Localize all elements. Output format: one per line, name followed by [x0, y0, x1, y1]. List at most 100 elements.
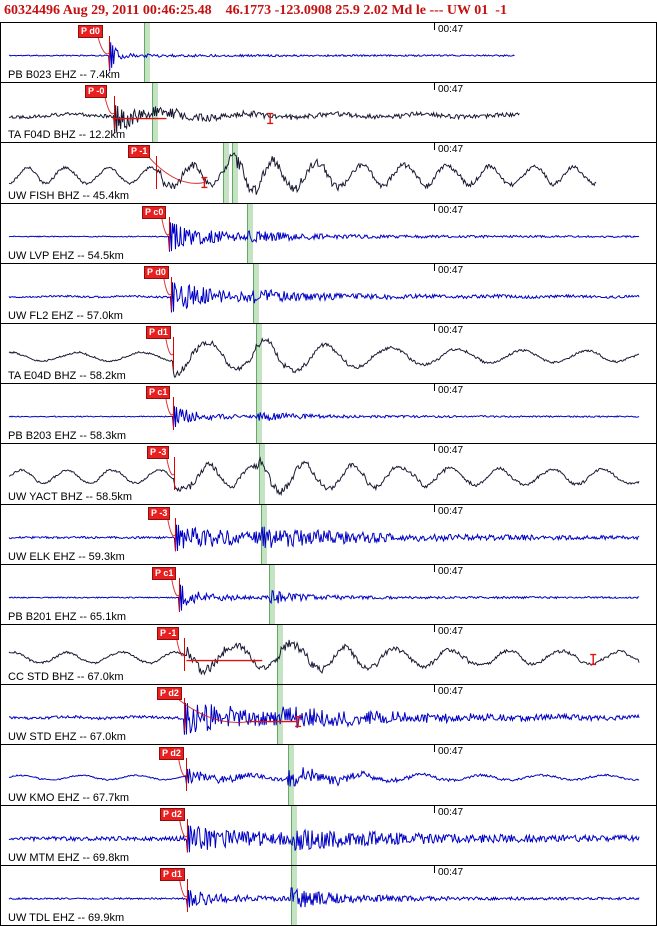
pick-flag-label: P d0 — [81, 26, 100, 36]
seismogram-trace[interactable] — [1, 685, 656, 744]
p-pick-line[interactable] — [156, 156, 157, 190]
seismogram-trace[interactable] — [1, 505, 656, 564]
time-label: 00:47 — [438, 264, 464, 276]
waveform-panel[interactable]: P d1 00:47 TA E04D BHZ -- 58.2km — [0, 323, 657, 385]
time-tick — [434, 384, 435, 392]
seismogram-trace[interactable] — [1, 83, 656, 142]
waveform-panel[interactable]: P -1 00:47 UW FISH BHZ -- 45.4km — [0, 142, 657, 204]
time-label: 00:47 — [438, 866, 464, 878]
time-label: 00:47 — [438, 626, 464, 638]
seismogram-trace[interactable] — [1, 625, 656, 684]
time-label: 00:47 — [438, 204, 464, 216]
pick-leader-line — [147, 155, 205, 185]
waveform-panel[interactable]: P c0 00:47 UW LVP EHZ -- 54.5km — [0, 202, 657, 264]
p-pick-line[interactable] — [173, 397, 174, 431]
pick-flag[interactable]: P -1 — [128, 145, 151, 159]
waveform-panel[interactable]: P d2 00:47 UW STD EHZ -- 67.0km — [0, 684, 657, 746]
p-pick-line[interactable] — [187, 818, 188, 852]
pick-flag[interactable]: P d0 — [144, 265, 169, 279]
seismogram-trace[interactable] — [1, 745, 656, 804]
pick-flag[interactable]: P d2 — [159, 747, 184, 761]
waveform-panel[interactable]: P d0 00:47 UW FL2 EHZ -- 57.0km — [0, 262, 657, 325]
waveform-panel[interactable]: P d0 00:47 PB B023 EHZ -- 7.4km — [0, 22, 657, 84]
p-pick-line[interactable] — [169, 216, 170, 250]
pick-flag[interactable]: P -3 — [148, 506, 171, 520]
time-tick — [434, 685, 435, 693]
waveform-panel[interactable]: P c1 00:47 PB B201 EHZ -- 65.1km — [0, 563, 657, 626]
time-tick — [434, 504, 435, 512]
p-pick-line[interactable] — [173, 337, 174, 371]
station-label: UW FL2 EHZ -- 57.0km — [8, 310, 123, 323]
p-pick-line[interactable] — [184, 638, 185, 672]
pick-flag[interactable]: P -1 — [157, 627, 180, 641]
pick-flag[interactable]: P c1 — [152, 566, 177, 580]
waveform-panel[interactable]: P -0 00:47 TA F04D BHZ -- 12.2km — [0, 82, 657, 144]
waveform-panel[interactable]: P -3 00:47 UW YACT BHZ -- 58.5km — [0, 443, 657, 505]
waveform-panel[interactable]: P -1 00:47 CC STD BHZ -- 67.0km — [0, 624, 657, 686]
waveform-panel[interactable]: P d1 00:47 UW TDL EHZ -- 69.9km — [0, 864, 657, 926]
uncertainty-tick — [295, 716, 302, 728]
p-pick-line[interactable] — [171, 276, 172, 310]
station-label: UW YACT BHZ -- 58.5km — [8, 490, 133, 503]
pick-flag[interactable]: P -0 — [85, 85, 108, 99]
station-label: UW LVP EHZ -- 54.5km — [8, 249, 124, 262]
pick-flag[interactable]: P d1 — [160, 867, 185, 881]
pick-flag[interactable]: P d0 — [78, 25, 103, 38]
pick-leader-line — [97, 35, 111, 55]
seismogram-trace[interactable] — [1, 324, 656, 383]
waveform-panel[interactable]: P c1 00:47 PB B203 EHZ -- 58.3km — [0, 383, 657, 445]
time-label: 00:47 — [438, 565, 464, 577]
time-label: 00:47 — [438, 686, 464, 698]
seismogram-trace[interactable] — [1, 264, 656, 323]
time-label: 00:47 — [438, 84, 464, 96]
pick-flag[interactable]: P d2 — [160, 807, 185, 821]
pick-leader-line — [175, 637, 185, 657]
waveform-panel[interactable]: P d2 00:47 UW KMO EHZ -- 67.7km — [0, 744, 657, 806]
s-arrival-band — [144, 23, 150, 83]
seismogram-trace[interactable] — [1, 23, 656, 82]
pick-leader-line — [178, 818, 188, 837]
trace-polyline — [8, 105, 520, 134]
seismogram-trace[interactable] — [1, 143, 656, 202]
pick-leader-line — [178, 878, 188, 898]
pick-flag[interactable]: P -3 — [147, 446, 170, 460]
time-label: 00:47 — [438, 325, 464, 337]
pick-flag[interactable]: P d1 — [146, 326, 171, 340]
p-pick-line[interactable] — [187, 878, 188, 912]
seismogram-trace[interactable] — [1, 444, 656, 503]
waveform-panel[interactable]: P d2 00:47 UW MTM EHZ -- 69.8km — [0, 804, 657, 866]
time-tick — [434, 865, 435, 873]
p-pick-line[interactable] — [109, 36, 110, 69]
event-summary-title: 60324496 Aug 29, 2011 00:46:25.48 46.177… — [0, 0, 657, 22]
pick-flag-label: P -3 — [151, 507, 168, 518]
time-label: 00:47 — [438, 144, 464, 156]
trace-polyline — [8, 767, 640, 788]
seismogram-trace[interactable] — [1, 806, 656, 865]
pick-flag-label: P -0 — [88, 86, 105, 97]
waveform-panel[interactable]: P -3 00:47 UW ELK EHZ -- 59.3km — [0, 503, 657, 565]
trace-polyline — [8, 456, 640, 497]
s-arrival-band — [291, 805, 297, 865]
pick-flag[interactable]: P c0 — [142, 205, 167, 219]
time-label: 00:47 — [438, 385, 464, 397]
pick-flag[interactable]: P d2 — [157, 687, 182, 701]
seismogram-trace[interactable] — [1, 384, 656, 443]
pick-leader-line — [170, 577, 180, 597]
s-arrival-band — [223, 143, 229, 203]
seismogram-trace[interactable] — [1, 204, 656, 263]
seismogram-trace[interactable] — [1, 866, 656, 925]
trace-polyline — [8, 152, 597, 196]
p-pick-line[interactable] — [174, 457, 175, 491]
pick-flag[interactable]: P c1 — [146, 386, 171, 400]
pick-flag-label: P c1 — [149, 387, 168, 398]
seismogram-trace[interactable] — [1, 565, 656, 624]
p-pick-line[interactable] — [179, 577, 180, 611]
pick-flag-label: P c0 — [145, 206, 164, 217]
p-pick-line[interactable] — [186, 758, 187, 792]
trace-polyline — [8, 222, 640, 252]
p-pick-line[interactable] — [114, 96, 115, 130]
p-pick-line[interactable] — [175, 517, 176, 551]
p-pick-line[interactable] — [184, 698, 185, 732]
trace-polyline — [8, 703, 640, 735]
